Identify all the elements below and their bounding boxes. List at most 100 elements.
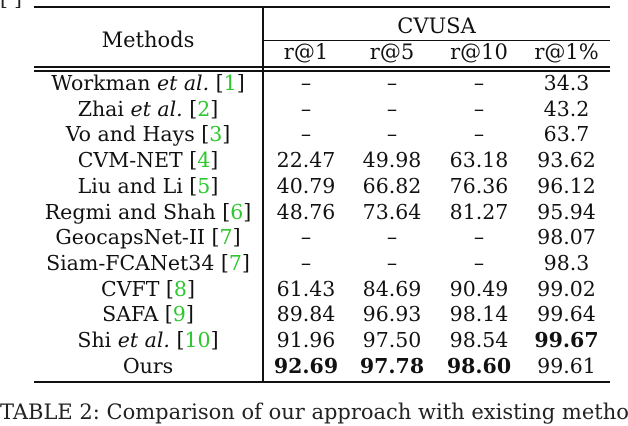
method-cell: Vo and Hays [3] xyxy=(65,122,231,147)
column-divider xyxy=(262,8,264,381)
value-cell-r1: 89.84 xyxy=(276,302,336,327)
table-row: Workman et al. [1] – – – 34.3 xyxy=(34,71,610,96)
methods-header: Methods xyxy=(101,28,195,52)
method-name: Vo and Hays xyxy=(65,122,195,147)
method-cell: Ours xyxy=(34,354,262,379)
table-row: Ours 92.69 97.78 98.60 99.61 xyxy=(34,354,610,379)
method-name: CVM-NET xyxy=(77,148,183,173)
value-cell-r1: 22.47 xyxy=(276,148,336,173)
citation-link[interactable]: 10 xyxy=(184,328,211,352)
method-name: Zhai xyxy=(77,96,124,121)
method-name: SAFA xyxy=(102,302,159,327)
value-cell-r5: 49.98 xyxy=(362,148,422,173)
table-row: GeocapsNet-II [7] – – – 98.07 xyxy=(34,225,610,250)
value-cell-r1p: 96.12 xyxy=(537,173,596,198)
method-cell: Shi et al. [10] xyxy=(77,328,219,352)
value-cell-r10: – xyxy=(473,71,485,95)
citation-link[interactable]: 3 xyxy=(209,122,223,147)
method-name: Shi xyxy=(77,328,112,352)
value-cell-r10: 76.36 xyxy=(449,173,509,198)
value-cell-r5: 97.50 xyxy=(362,328,422,352)
value-cell-r1: 92.69 xyxy=(273,353,339,378)
value-cell-r1p: 98.07 xyxy=(537,225,596,250)
value-cell-r1: – xyxy=(300,250,312,275)
value-cell-r10: – xyxy=(473,122,485,147)
table-row: Shi et al. [10] 91.96 97.50 98.54 99.67 xyxy=(34,328,610,353)
value-cell-r1p: 99.61 xyxy=(537,353,596,378)
et-al-text: et al. xyxy=(156,71,210,95)
value-cell-r1: 61.43 xyxy=(276,276,336,301)
value-cell-r1p: 98.3 xyxy=(543,250,590,275)
value-cell-r5: 73.64 xyxy=(362,199,422,224)
dataset-header: CVUSA xyxy=(397,14,476,38)
value-cell-r10: 90.49 xyxy=(449,276,509,301)
method-cell: Workman et al. [1] xyxy=(51,71,245,95)
value-cell-r1: 91.96 xyxy=(276,328,336,352)
column-header-r10: r@10 xyxy=(450,40,508,64)
value-cell-r10: 98.54 xyxy=(449,328,509,352)
method-name: Ours xyxy=(122,353,174,378)
value-cell-r10: – xyxy=(473,96,485,121)
method-cell: SAFA [9] xyxy=(102,302,194,327)
method-cell: Liu and Li [5] xyxy=(77,173,219,198)
table-caption: TABLE 2: Comparison of our approach with… xyxy=(0,400,628,424)
value-cell-r5: – xyxy=(386,225,398,250)
value-cell-r1p: 34.3 xyxy=(543,71,590,95)
citation-link[interactable]: 2 xyxy=(197,96,211,121)
value-cell-r10: – xyxy=(473,225,485,250)
table-row: CVM-NET [4] 22.47 49.98 63.18 93.62 xyxy=(34,148,610,173)
bottom-rule xyxy=(34,381,610,383)
method-name: Liu and Li xyxy=(77,173,183,198)
value-cell-r10: 81.27 xyxy=(449,199,509,224)
value-cell-r1p: 93.62 xyxy=(537,148,596,173)
table-row: SAFA [9] 89.84 96.93 98.14 99.64 xyxy=(34,302,610,327)
method-cell: CVFT [8] xyxy=(101,276,195,301)
table-row: Vo and Hays [3] – – – 63.7 xyxy=(34,122,610,147)
value-cell-r5: 97.78 xyxy=(359,353,425,378)
value-cell-r1: 40.79 xyxy=(276,173,336,198)
value-cell-r1p: 99.64 xyxy=(537,302,596,327)
table-row: Zhai et al. [2] – – – 43.2 xyxy=(34,97,610,122)
value-cell-r5: – xyxy=(386,71,398,95)
table-row: CVFT [8] 61.43 84.69 90.49 99.02 xyxy=(34,277,610,302)
method-cell: Zhai et al. [2] xyxy=(77,96,219,121)
method-name: Siam-FCANet34 xyxy=(46,250,215,275)
value-cell-r1p: 43.2 xyxy=(543,96,590,121)
value-cell-r1: – xyxy=(300,71,312,95)
top-rule xyxy=(34,6,610,8)
method-name: CVFT xyxy=(101,276,160,301)
citation-link[interactable]: 9 xyxy=(172,302,186,327)
value-cell-r1: – xyxy=(300,122,312,147)
citation-link[interactable]: 8 xyxy=(173,276,187,301)
value-cell-r1p: 99.02 xyxy=(537,276,596,301)
citation-link[interactable]: 6 xyxy=(230,199,244,224)
value-cell-r10: 98.60 xyxy=(446,353,512,378)
value-cell-r1p: 99.67 xyxy=(534,328,599,352)
dataset-underline xyxy=(263,40,610,41)
value-cell-r1: – xyxy=(300,225,312,250)
column-header-r5: r@5 xyxy=(369,40,415,64)
citation-link[interactable]: 7 xyxy=(228,250,242,275)
value-cell-r1: 48.76 xyxy=(276,199,336,224)
value-cell-r1p: 63.7 xyxy=(543,122,590,147)
header-rule-1 xyxy=(34,66,610,68)
value-cell-r5: – xyxy=(386,96,398,121)
results-table: Methods CVUSA r@1 r@5 r@10 r@1% Workman … xyxy=(34,0,610,384)
method-name: GeocapsNet-II xyxy=(55,225,206,250)
table-row: Liu and Li [5] 40.79 66.82 76.36 96.12 xyxy=(34,174,610,199)
method-name: Workman xyxy=(51,71,151,95)
citation-link[interactable]: 1 xyxy=(223,71,237,95)
value-cell-r10: 98.14 xyxy=(449,302,509,327)
value-cell-r10: 63.18 xyxy=(449,148,509,173)
method-name: Regmi and Shah xyxy=(44,199,216,224)
citation-link[interactable]: 7 xyxy=(219,225,233,250)
citation-link[interactable]: 4 xyxy=(197,148,211,173)
citation-link[interactable]: 5 xyxy=(197,173,211,198)
value-cell-r5: 66.82 xyxy=(362,173,422,198)
et-al-text: et al. xyxy=(117,328,170,352)
header-rule-2 xyxy=(34,70,610,72)
value-cell-r5: – xyxy=(386,250,398,275)
value-cell-r5: 84.69 xyxy=(362,276,422,301)
value-cell-r10: – xyxy=(473,250,485,275)
value-cell-r5: – xyxy=(386,122,398,147)
